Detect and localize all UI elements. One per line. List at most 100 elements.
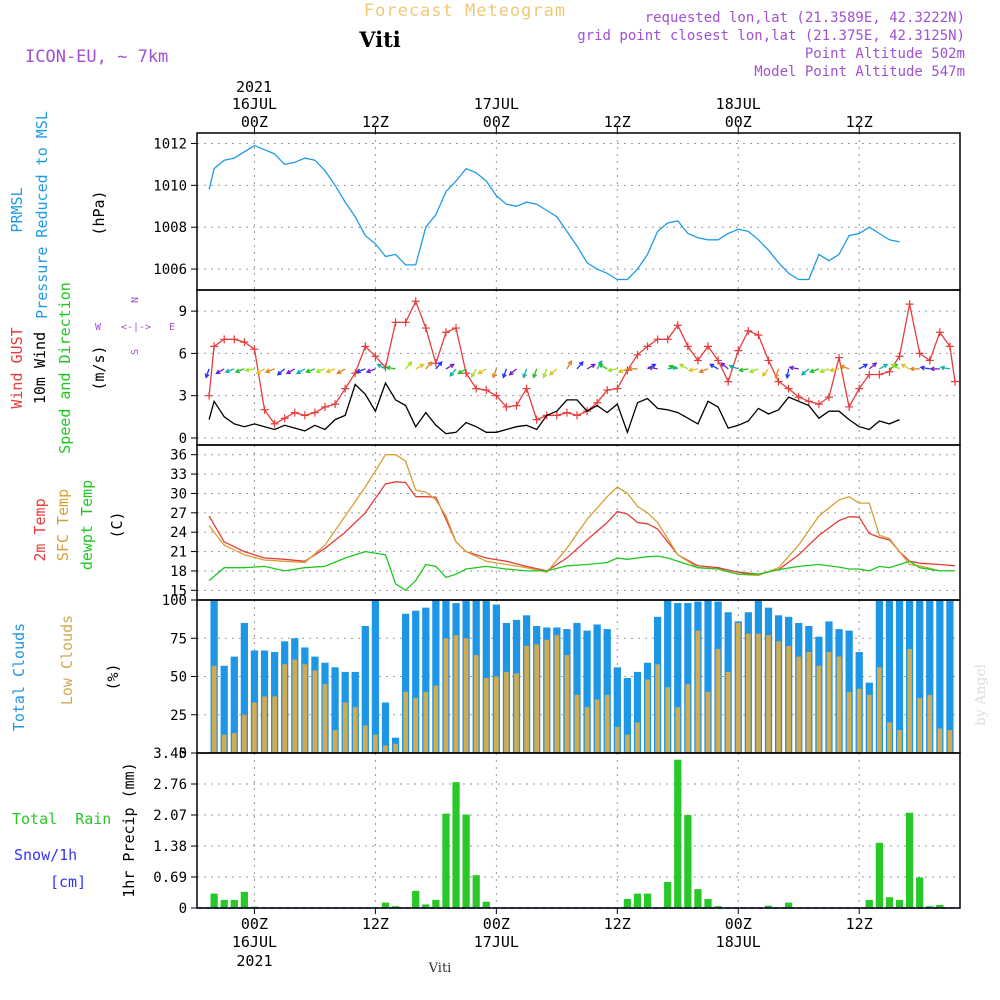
low-cloud-bar — [645, 679, 650, 753]
wind-arrow-head — [900, 363, 906, 369]
temp-frame — [196, 444, 961, 601]
wind-gust-label: Wind GUST — [8, 327, 26, 408]
wind-direction-arrow — [277, 368, 286, 376]
wind-speed-line — [208, 381, 900, 435]
wind-direction-arrow — [729, 365, 739, 370]
gust-marker — [462, 369, 471, 378]
rain-bar — [643, 893, 652, 908]
rain-bar — [785, 902, 793, 908]
total-cloud-bar — [664, 600, 672, 753]
wind-direction-arrow — [478, 368, 487, 374]
total-cloud-bar — [371, 600, 380, 753]
precip-tick-label: 2.76 — [153, 777, 187, 793]
wind-direction-arrow — [820, 368, 830, 373]
wind-direction-arrow — [858, 363, 868, 370]
precip-panel: 0 0.69 1.38 2.07 2.76 3.45 — [153, 746, 960, 917]
gust-marker — [824, 393, 833, 402]
rain-bar — [381, 902, 390, 908]
wind-arrow-head — [788, 365, 794, 371]
low-cloud-bar — [302, 664, 308, 753]
gust-marker — [734, 346, 743, 355]
low-cloud-bar — [393, 743, 398, 753]
rain-bar — [220, 899, 228, 908]
wind-direction-arrow — [265, 368, 275, 373]
wind-arrow-head — [305, 368, 311, 374]
wind-arrow-head — [578, 360, 584, 367]
rain-bar — [875, 842, 883, 908]
gust-marker — [300, 411, 309, 420]
gust-marker — [401, 318, 410, 327]
gust-marker — [522, 384, 531, 393]
bottom-hour-label: 12Z — [362, 915, 389, 933]
total-cloud-bar — [573, 622, 581, 753]
prmsl-label-2: Pressure Reduced to MSL — [33, 111, 51, 319]
wind-arrow-head — [224, 368, 230, 374]
low-cloud-bar — [292, 659, 298, 753]
low-cloud-bar — [776, 641, 781, 753]
gust-marker — [361, 342, 370, 351]
wind-direction-arrow — [720, 362, 729, 370]
bottom-date-label: 17JUL — [474, 933, 519, 951]
wind-arrow-head — [668, 364, 674, 370]
wind-direction-arrow — [502, 368, 508, 378]
total-cloud-bar — [946, 600, 954, 753]
pressure-panel-labels: PRMSL Pressure Reduced to MSL (hPa) — [8, 111, 108, 319]
gust-marker — [452, 324, 461, 333]
rain-bar — [926, 906, 934, 908]
wind-direction-arrow — [245, 368, 255, 372]
bottom-hour-label: 12Z — [846, 915, 873, 933]
low-cloud-bar — [383, 745, 388, 753]
gust-marker — [804, 397, 813, 406]
wind-direction-arrow — [891, 363, 900, 370]
wind-arrow-head — [285, 369, 291, 375]
gust-marker — [441, 328, 450, 337]
top-hour-label: 12Z — [362, 113, 389, 131]
low-cloud-bar — [544, 639, 550, 753]
compass-rose: N S W E <-|-> — [95, 297, 175, 355]
total-cloud-bar — [613, 667, 621, 753]
pressure-panel: 1006 1008 1010 1012 — [153, 133, 960, 290]
total-cloud-bar — [422, 607, 430, 753]
total-cloud-bar — [402, 613, 410, 753]
bottom-hour-label: 00Z — [483, 915, 510, 933]
gust-marker — [205, 391, 214, 400]
gust-marker — [351, 369, 360, 378]
rain-bar — [714, 906, 722, 908]
low-cloud-bar — [433, 685, 439, 753]
wind-arrow-head — [376, 363, 382, 369]
pressure-tick-label: 1012 — [153, 136, 187, 152]
temp-tick-label: 27 — [170, 506, 187, 522]
wind-direction-arrow — [405, 361, 412, 370]
wind-direction-arrow — [789, 366, 799, 370]
wind-direction-arrow — [901, 363, 910, 370]
wind-direction-arrow — [286, 368, 296, 374]
low-cloud-bar — [282, 664, 288, 753]
rain-bar — [452, 782, 460, 908]
wind-direction-arrow — [377, 363, 386, 370]
gust-marker — [562, 408, 571, 417]
rain-bar — [865, 899, 873, 908]
gust-marker — [784, 384, 793, 393]
low-cloud-bar — [796, 656, 802, 753]
wind-tick-label: 6 — [179, 346, 187, 362]
wind-arrow-head — [774, 373, 779, 379]
temp-tick-label: 15 — [170, 583, 187, 599]
gust-marker — [794, 393, 803, 402]
gust-marker — [875, 370, 884, 379]
total-cloud-bar — [583, 630, 591, 753]
low-cloud-bar — [312, 670, 318, 753]
bottom-hour-label: 00Z — [725, 915, 752, 933]
gust-marker — [250, 345, 259, 354]
wind-arrow-head — [720, 362, 726, 368]
wind-tick-label: 9 — [179, 304, 187, 320]
wind-arrow-head — [532, 373, 538, 379]
wind-arrow-head — [234, 368, 240, 374]
model-point-altitude: Model Point Altitude 547m — [754, 64, 965, 80]
wind-direction-arrow — [599, 363, 608, 370]
gust-marker — [391, 318, 400, 327]
rain-bar — [432, 899, 440, 908]
wind-direction-arrow — [415, 363, 424, 370]
low-cloud-bar — [947, 730, 953, 753]
